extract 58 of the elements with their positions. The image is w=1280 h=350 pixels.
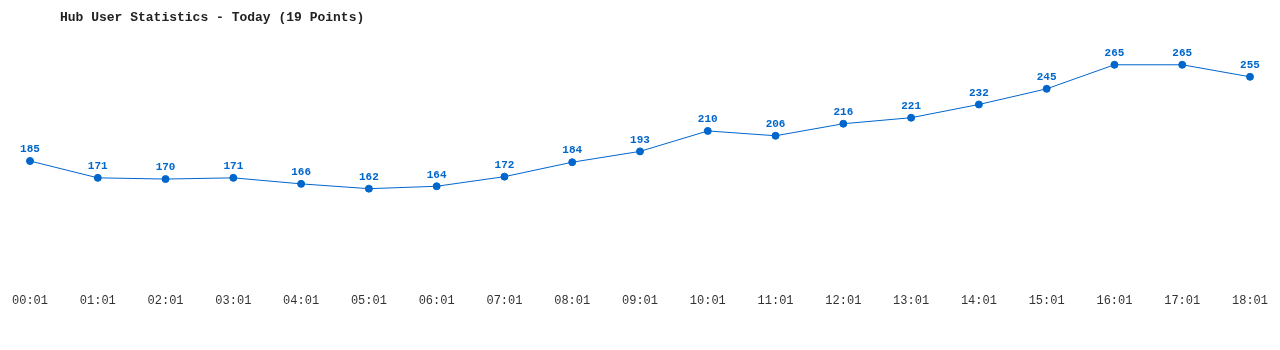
point xyxy=(1246,72,1254,81)
data-label: 245 xyxy=(1036,71,1057,84)
x-tick-label: 10:01 xyxy=(689,293,726,308)
point xyxy=(568,158,577,167)
point xyxy=(1042,84,1051,93)
data-label: 164 xyxy=(426,168,447,181)
x-tick-label: 09:01 xyxy=(621,293,659,308)
x-tick-label: 00:01 xyxy=(12,293,49,308)
x-tick-label: 08:01 xyxy=(554,293,591,308)
x-tick-label: 06:01 xyxy=(418,293,455,308)
x-tick-label: 04:01 xyxy=(283,293,320,308)
point xyxy=(839,119,848,128)
point xyxy=(364,184,373,193)
x-tick-label: 07:01 xyxy=(486,293,523,308)
data-label: 216 xyxy=(833,105,854,118)
data-label: 221 xyxy=(901,99,922,112)
data-label: 172 xyxy=(494,158,515,171)
data-label: 166 xyxy=(291,166,312,179)
data-label: 171 xyxy=(223,160,244,173)
data-label: 162 xyxy=(358,170,379,183)
point xyxy=(26,157,34,166)
point xyxy=(974,100,983,109)
point xyxy=(500,172,509,181)
point xyxy=(297,179,306,188)
chart-title: Hub User Statistics - Today (19 Points) xyxy=(60,10,365,25)
x-tick-label: 05:01 xyxy=(350,293,387,308)
point xyxy=(907,113,916,122)
x-tick-label: 15:01 xyxy=(1028,293,1065,308)
x-tick-label: 02:01 xyxy=(147,293,184,308)
data-label: 232 xyxy=(968,86,989,99)
data-label: 206 xyxy=(765,118,786,131)
data-label: 265 xyxy=(1172,47,1193,60)
x-tick-label: 16:01 xyxy=(1096,293,1133,308)
data-label: 210 xyxy=(697,113,718,126)
point xyxy=(771,131,780,140)
x-tick-label: 14:01 xyxy=(960,293,997,308)
point xyxy=(432,182,441,191)
data-label: 171 xyxy=(87,160,109,173)
data-label: 193 xyxy=(630,133,651,146)
data-label: 184 xyxy=(562,144,583,157)
point xyxy=(229,173,238,182)
data-label: 265 xyxy=(1104,47,1125,60)
point xyxy=(161,175,170,184)
x-tick-label: 13:01 xyxy=(893,293,930,308)
point xyxy=(1178,60,1187,69)
x-tick-label: 17:01 xyxy=(1164,293,1201,308)
point xyxy=(1110,60,1119,69)
x-tick-label: 01:01 xyxy=(79,293,116,308)
point xyxy=(703,126,712,135)
point xyxy=(93,173,102,182)
data-label: 170 xyxy=(155,161,176,174)
x-tick-label: 03:01 xyxy=(215,293,252,308)
x-tick-label: 18:01 xyxy=(1231,293,1268,308)
data-label: 185 xyxy=(20,143,41,156)
x-tick-label: 12:01 xyxy=(825,293,862,308)
point xyxy=(636,147,644,156)
x-tick-label: 11:01 xyxy=(757,293,794,308)
data-label: 255 xyxy=(1240,59,1261,72)
